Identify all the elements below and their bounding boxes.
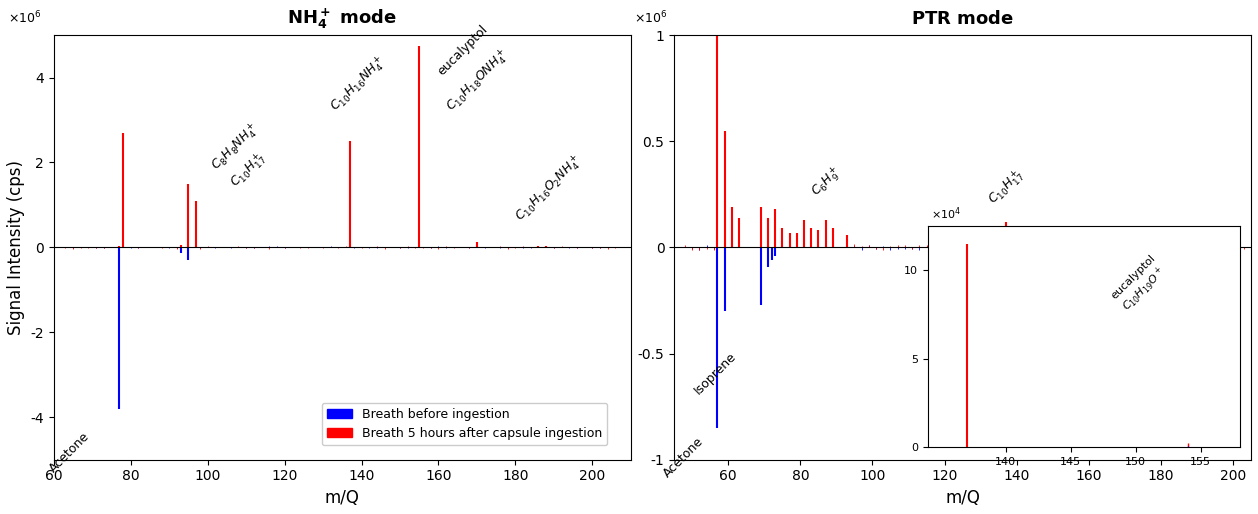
- Text: Acetone: Acetone: [47, 430, 92, 475]
- Text: $\times10^6$: $\times10^6$: [634, 10, 667, 27]
- Text: $C_{10}H_{17}^+$: $C_{10}H_{17}^+$: [984, 166, 1028, 209]
- Text: $C_{10}H_{16}NH_4^+$: $C_{10}H_{16}NH_4^+$: [327, 52, 390, 116]
- Text: Isoprene: Isoprene: [692, 350, 738, 397]
- Text: eucalyptol: eucalyptol: [434, 22, 489, 78]
- X-axis label: m/Q: m/Q: [945, 489, 980, 507]
- Text: $C_8H_8NH_4^+$: $C_8H_8NH_4^+$: [208, 120, 263, 175]
- Text: Acetone: Acetone: [662, 434, 707, 480]
- Text: $C_{10}H_{18}ONH_4^+$: $C_{10}H_{18}ONH_4^+$: [443, 45, 512, 116]
- Text: $C_{10}H_{16}O_2NH_4^+$: $C_{10}H_{16}O_2NH_4^+$: [512, 152, 586, 226]
- Legend: Breath before ingestion, Breath 5 hours after capsule ingestion: Breath before ingestion, Breath 5 hours …: [322, 403, 608, 445]
- Title: $\mathbf{PTR}$ mode: $\mathbf{PTR}$ mode: [911, 10, 1014, 28]
- Title: $\mathbf{NH_4^+}$ mode: $\mathbf{NH_4^+}$ mode: [287, 7, 398, 31]
- Text: $C_6H_9^+$: $C_6H_9^+$: [808, 162, 845, 200]
- X-axis label: m/Q: m/Q: [325, 489, 360, 507]
- Text: $\times10^6$: $\times10^6$: [8, 10, 42, 27]
- Text: $C_{10}H_{17}^+$: $C_{10}H_{17}^+$: [226, 149, 270, 192]
- Y-axis label: Signal Intensity (cps): Signal Intensity (cps): [8, 160, 25, 335]
